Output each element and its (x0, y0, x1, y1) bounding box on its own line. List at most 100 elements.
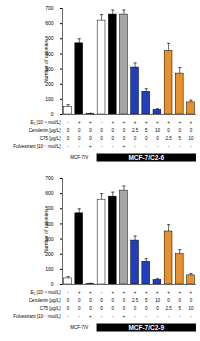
svg-text:100: 100 (45, 96, 54, 102)
svg-text:0: 0 (51, 281, 54, 287)
svg-text:C75 [μg/L]: C75 [μg/L] (40, 306, 61, 311)
svg-text:0: 0 (123, 298, 126, 303)
svg-text:+: + (178, 290, 181, 295)
svg-text:-: - (79, 314, 81, 319)
svg-text:0: 0 (134, 136, 137, 141)
svg-text:+: + (111, 290, 114, 295)
svg-text:0: 0 (145, 136, 148, 141)
svg-text:-: - (179, 144, 181, 149)
svg-text:-: - (67, 290, 69, 295)
svg-text:+: + (123, 314, 126, 319)
svg-text:Fulvestrant [10⁻⁷ mol/L]: Fulvestrant [10⁻⁷ mol/L] (13, 144, 60, 149)
svg-text:+: + (123, 144, 126, 149)
svg-text:Number of colonies: Number of colonies (43, 209, 49, 253)
svg-text:Cerulenin [μg/L]: Cerulenin [μg/L] (29, 128, 61, 133)
svg-text:-: - (157, 144, 159, 149)
svg-text:0: 0 (111, 136, 114, 141)
svg-text:600: 600 (45, 20, 54, 26)
svg-text:0: 0 (78, 128, 81, 133)
svg-text:2.5: 2.5 (132, 298, 139, 303)
svg-text:700: 700 (45, 5, 54, 11)
svg-text:-: - (101, 290, 103, 295)
svg-text:-: - (134, 314, 136, 319)
svg-text:0: 0 (145, 306, 148, 311)
svg-text:0: 0 (67, 128, 70, 133)
svg-text:0: 0 (78, 306, 81, 311)
svg-text:-: - (101, 120, 103, 125)
svg-text:0: 0 (178, 298, 181, 303)
svg-text:MCF-7/C2-9: MCF-7/C2-9 (128, 324, 164, 331)
svg-text:-: - (146, 314, 148, 319)
svg-text:0: 0 (67, 298, 70, 303)
svg-text:0: 0 (67, 136, 70, 141)
svg-text:-: - (67, 120, 69, 125)
svg-text:+: + (156, 120, 159, 125)
svg-text:0: 0 (190, 298, 193, 303)
svg-text:+: + (190, 120, 193, 125)
svg-text:-: - (168, 144, 170, 149)
svg-text:Number of colonies: Number of colonies (43, 39, 49, 83)
svg-text:+: + (78, 290, 81, 295)
svg-text:0: 0 (111, 306, 114, 311)
svg-text:5: 5 (178, 136, 181, 141)
svg-text:0: 0 (67, 306, 70, 311)
svg-text:+: + (145, 290, 148, 295)
svg-text:2.5: 2.5 (165, 136, 172, 141)
svg-text:C75 [μg/L]: C75 [μg/L] (40, 136, 61, 141)
svg-text:+: + (190, 290, 193, 295)
svg-text:5: 5 (178, 306, 181, 311)
svg-text:Fulvestrant [10⁻⁷ mol/L]: Fulvestrant [10⁻⁷ mol/L] (13, 314, 60, 319)
svg-text:+: + (123, 120, 126, 125)
svg-text:MCF-7/V: MCF-7/V (70, 155, 88, 160)
svg-text:0: 0 (178, 128, 181, 133)
svg-text:+: + (145, 120, 148, 125)
svg-text:+: + (89, 120, 92, 125)
svg-text:5: 5 (145, 298, 148, 303)
svg-text:0: 0 (123, 128, 126, 133)
svg-text:-: - (67, 144, 69, 149)
svg-text:+: + (156, 290, 159, 295)
svg-text:MCF-7/V: MCF-7/V (70, 325, 88, 330)
svg-text:MCF-7/C2-6: MCF-7/C2-6 (128, 154, 164, 161)
svg-text:+: + (167, 290, 170, 295)
svg-text:700: 700 (45, 175, 54, 181)
svg-text:0: 0 (78, 136, 81, 141)
svg-text:0: 0 (89, 306, 92, 311)
svg-text:0: 0 (156, 306, 159, 311)
svg-text:0: 0 (167, 298, 170, 303)
svg-text:0: 0 (190, 128, 193, 133)
svg-text:-: - (146, 144, 148, 149)
svg-text:+: + (167, 120, 170, 125)
svg-text:+: + (78, 120, 81, 125)
svg-text:0: 0 (89, 128, 92, 133)
svg-text:0: 0 (111, 128, 114, 133)
svg-text:-: - (179, 314, 181, 319)
svg-text:-: - (112, 314, 114, 319)
svg-text:0: 0 (100, 298, 103, 303)
svg-text:E₂ [10⁻⁹ mol/L]: E₂ [10⁻⁹ mol/L] (30, 120, 60, 125)
svg-text:0: 0 (89, 298, 92, 303)
svg-text:0: 0 (111, 298, 114, 303)
svg-text:+: + (134, 290, 137, 295)
svg-text:10: 10 (188, 306, 194, 311)
svg-text:-: - (67, 314, 69, 319)
svg-text:+: + (134, 120, 137, 125)
svg-text:0: 0 (167, 128, 170, 133)
svg-text:-: - (101, 144, 103, 149)
svg-text:+: + (89, 144, 92, 149)
svg-text:0: 0 (123, 306, 126, 311)
svg-text:-: - (190, 314, 192, 319)
svg-text:0: 0 (134, 306, 137, 311)
svg-text:10: 10 (188, 136, 194, 141)
svg-text:2.5: 2.5 (132, 128, 139, 133)
svg-text:0: 0 (89, 136, 92, 141)
svg-text:+: + (89, 290, 92, 295)
svg-text:-: - (79, 144, 81, 149)
svg-text:-: - (157, 314, 159, 319)
svg-text:0: 0 (156, 136, 159, 141)
svg-text:600: 600 (45, 190, 54, 196)
svg-text:10: 10 (155, 128, 161, 133)
svg-text:+: + (111, 120, 114, 125)
svg-text:0: 0 (78, 298, 81, 303)
svg-text:2.5: 2.5 (165, 306, 172, 311)
